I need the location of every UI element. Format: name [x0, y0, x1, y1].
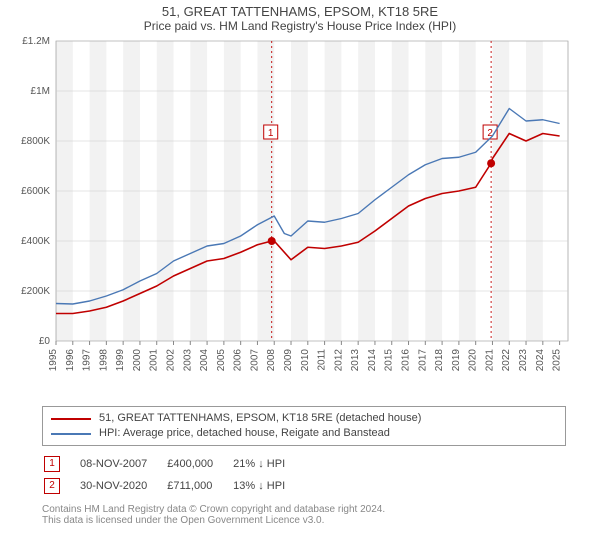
- x-tick-label: 2002: [166, 349, 177, 372]
- x-tick-label: 2014: [367, 349, 378, 372]
- legend-swatch: [51, 418, 91, 420]
- x-tick-label: 2023: [518, 349, 529, 372]
- footer-line-1: Contains HM Land Registry data © Crown c…: [42, 504, 566, 515]
- x-tick-label: 2016: [401, 349, 412, 372]
- x-tick-label: 1997: [82, 349, 93, 372]
- x-tick-label: 2000: [132, 349, 143, 372]
- legend: 51, GREAT TATTENHAMS, EPSOM, KT18 5RE (d…: [42, 406, 566, 446]
- x-tick-label: 2019: [451, 349, 462, 372]
- x-tick-label: 2017: [417, 349, 428, 372]
- x-tick-label: 2006: [233, 349, 244, 372]
- x-tick-label: 2022: [501, 349, 512, 372]
- y-tick-label: £1.2M: [22, 36, 50, 47]
- x-tick-label: 2013: [350, 349, 361, 372]
- x-tick-label: 2024: [535, 349, 546, 372]
- marker-date: 30-NOV-2020: [80, 476, 165, 496]
- page-title: 51, GREAT TATTENHAMS, EPSOM, KT18 5RE: [0, 0, 600, 19]
- legend-swatch: [51, 433, 91, 435]
- table-row: 1 08-NOV-2007£400,00021% ↓ HPI: [44, 454, 303, 474]
- x-tick-label: 2020: [468, 349, 479, 372]
- footer-line-2: This data is licensed under the Open Gov…: [42, 515, 566, 526]
- x-tick-label: 2021: [484, 349, 495, 372]
- y-tick-label: £600K: [21, 186, 50, 197]
- chart-svg: £0 £200K £400K £600K £800K £1M £1.2M 1995 1996 19…: [0, 35, 600, 395]
- x-tick-label: 2015: [384, 349, 395, 372]
- root: 51, GREAT TATTENHAMS, EPSOM, KT18 5RE Pr…: [0, 0, 600, 560]
- y-tick-label: £1M: [31, 86, 50, 97]
- marker-price: £400,000: [167, 454, 231, 474]
- x-tick-label: 1998: [98, 349, 109, 372]
- x-tick-label: 2003: [182, 349, 193, 372]
- x-tick-label: 2018: [434, 349, 445, 372]
- marker-label: 1: [268, 128, 274, 139]
- marker-date: 08-NOV-2007: [80, 454, 165, 474]
- x-tick-label: 2010: [300, 349, 311, 372]
- y-tick-label: £200K: [21, 286, 50, 297]
- x-tick-label: 1996: [65, 349, 76, 372]
- x-tick-label: 2012: [333, 349, 344, 372]
- legend-row: HPI: Average price, detached house, Reig…: [51, 426, 557, 441]
- y-tick-label: £400K: [21, 236, 50, 247]
- marker-delta: 13% ↓ HPI: [233, 476, 303, 496]
- legend-label: HPI: Average price, detached house, Reig…: [99, 426, 390, 441]
- footer: Contains HM Land Registry data © Crown c…: [42, 504, 566, 526]
- x-tick-label: 2001: [149, 349, 160, 372]
- table-row: 2 30-NOV-2020£711,00013% ↓ HPI: [44, 476, 303, 496]
- y-tick-label: £800K: [21, 136, 50, 147]
- marker-chip: 2: [44, 478, 60, 494]
- marker-delta: 21% ↓ HPI: [233, 454, 303, 474]
- marker-chip: 1: [44, 456, 60, 472]
- x-tick-label: 2004: [199, 349, 210, 372]
- x-tick-label: 2008: [266, 349, 277, 372]
- x-tick-label: 1999: [115, 349, 126, 372]
- chart-area: £0 £200K £400K £600K £800K £1M £1.2M 1995 1996 19…: [0, 35, 600, 400]
- markers-table: 1 08-NOV-2007£400,00021% ↓ HPI 2 30-NOV-202…: [42, 452, 305, 498]
- x-tick-label: 2011: [317, 349, 328, 371]
- legend-label: 51, GREAT TATTENHAMS, EPSOM, KT18 5RE (d…: [99, 411, 421, 426]
- y-tick-label: £0: [39, 336, 51, 347]
- legend-row: 51, GREAT TATTENHAMS, EPSOM, KT18 5RE (d…: [51, 411, 557, 426]
- x-tick-label: 2009: [283, 349, 294, 372]
- x-tick-label: 2005: [216, 349, 227, 372]
- x-tick-label: 2025: [552, 349, 563, 372]
- x-tick-label: 2007: [249, 349, 260, 372]
- x-tick-label: 1995: [48, 349, 59, 372]
- page-subtitle: Price paid vs. HM Land Registry's House …: [0, 19, 600, 35]
- marker-price: £711,000: [167, 476, 231, 496]
